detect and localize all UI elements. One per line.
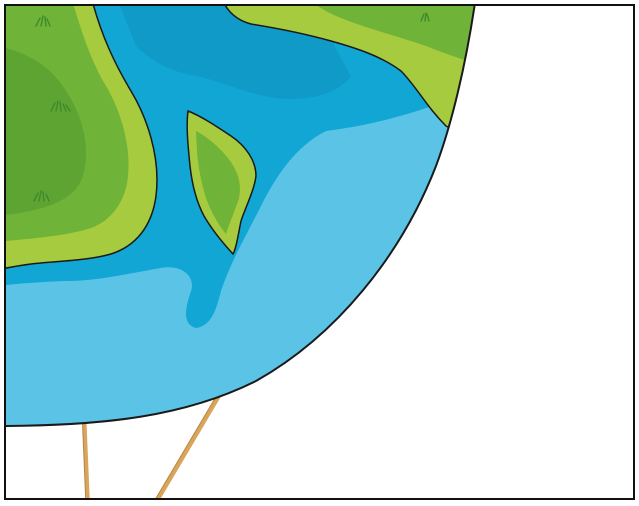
string-left bbox=[82, 409, 90, 498]
grass-tufts bbox=[33, 12, 430, 202]
earth-balloon-illustration bbox=[6, 6, 476, 498]
image-frame bbox=[4, 4, 635, 500]
land-mass-left-core bbox=[6, 46, 86, 216]
globe-outline bbox=[6, 6, 476, 427]
string-left-shadow bbox=[81, 410, 87, 498]
globe-balloon bbox=[6, 6, 476, 426]
land-mass-top-inner bbox=[306, 6, 476, 66]
island-inner bbox=[196, 131, 240, 234]
